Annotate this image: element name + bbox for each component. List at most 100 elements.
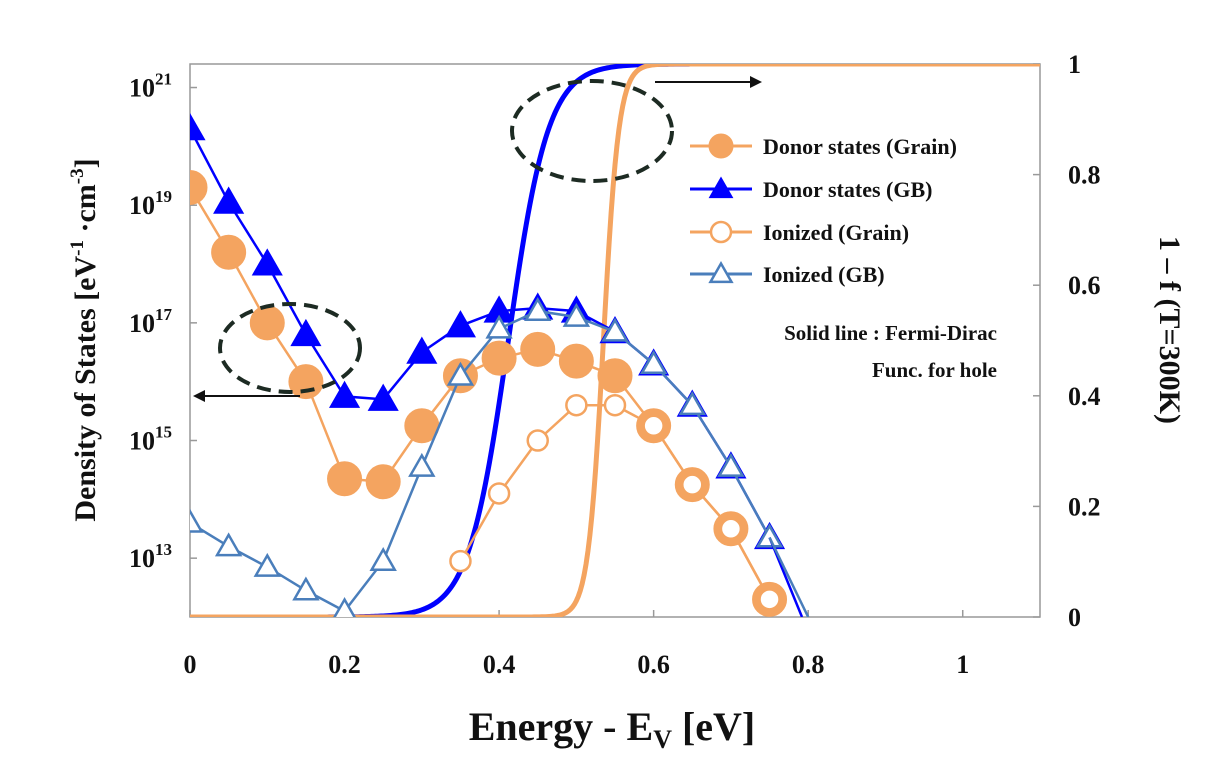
y2-tick-label-5: 1: [1068, 50, 1081, 79]
y-tick-label-3: 1015: [129, 423, 172, 456]
y-tick-base-0: 10: [129, 74, 155, 103]
series-3-point-8: [485, 314, 513, 339]
series-2-point-1: [487, 482, 511, 505]
y-tick-exp-0: 21: [155, 70, 172, 89]
y2-tick-label-0: 0: [1068, 603, 1081, 632]
series-3-point-14: [717, 452, 745, 477]
y-axis-right-title: 1 – f (T=300K): [1153, 236, 1186, 424]
x-axis: 0 0.2 0.4 0.6 0.8 1: [184, 610, 969, 679]
x-axis-title: Energy - EV [eV]: [469, 704, 756, 754]
y-tick-label-2: 1017: [129, 305, 173, 338]
legend-label-1: Donor states (GB): [763, 177, 932, 202]
x-axis-title-main: Energy - E: [469, 704, 653, 749]
series-3-point-11: [601, 317, 629, 342]
legend-label-2: Ionized (Grain): [763, 220, 909, 245]
y-title-post: ]: [69, 158, 102, 168]
series-1-point-0: [190, 113, 206, 141]
y-tick-base-2: 10: [129, 309, 155, 338]
y-title-mid: ·cm: [69, 184, 102, 240]
annotation-line2: Func. for hole: [872, 358, 997, 382]
legend-item-2: Ionized (Grain): [690, 220, 909, 245]
y-tick-exp-4: 13: [155, 540, 172, 559]
series-1-point-1: [213, 186, 245, 214]
legend-marker-3: [708, 260, 734, 284]
series-2-point-3: [565, 393, 588, 417]
legend-item-0: Donor states (Grain): [690, 133, 957, 159]
series-1-point-7: [444, 310, 477, 338]
series-3-point-15: [755, 523, 784, 548]
y2-tick-label-3: 0.6: [1068, 271, 1101, 300]
y-axis-left-title: Density of States [eV-1 ·cm-3]: [67, 158, 102, 521]
fermi-axis-ellipse: [510, 79, 674, 183]
x-tick-label-4: 0.8: [792, 650, 825, 679]
x-tick-label-1: 0.2: [328, 650, 361, 679]
series-2-point-6: [681, 473, 704, 496]
series-3-point-7: [446, 361, 475, 386]
series-0-point-0: [190, 170, 208, 206]
series-0-point-3: [288, 364, 324, 400]
y-title-pre: Density of States [eV: [69, 256, 102, 522]
x-tick-label-3: 0.6: [637, 650, 670, 679]
series-3-point-4: [333, 597, 356, 617]
series-2-point-0: [449, 549, 472, 573]
series-3-point-2: [253, 552, 281, 577]
series-1-point-5: [367, 383, 399, 411]
x-axis-title-sub: V: [653, 725, 672, 754]
series-2-point-8: [758, 588, 781, 611]
series-layer: [190, 113, 810, 617]
y-title-sup1: -1: [67, 240, 88, 256]
series-0-point-8: [481, 340, 517, 376]
series-3-point-6: [408, 452, 436, 477]
y-tick-base-4: 10: [129, 544, 155, 573]
x-axis-title-unit: [eV]: [672, 704, 755, 749]
ionized-gb-tail-line: [768, 537, 810, 617]
y-tick-label-0: 1021: [129, 70, 172, 103]
legend-label-3: Ionized (GB): [763, 262, 885, 287]
series-1-point-3: [290, 318, 322, 347]
legend-marker-2: [709, 220, 733, 244]
series-0-point-1: [211, 234, 247, 270]
series-3: [190, 297, 784, 617]
fermi-curves: [190, 64, 1040, 617]
series-2-point-5: [642, 414, 665, 438]
series-3-point-10: [562, 302, 591, 327]
y2-tick-label-2: 0.4: [1068, 382, 1101, 411]
series-1-point-4: [328, 380, 361, 408]
series-line-3: [190, 309, 771, 613]
series-2-point-4: [603, 393, 627, 417]
series-0-point-10: [558, 343, 594, 379]
legend-marker-1: [708, 176, 734, 199]
series-0-point-9: [520, 331, 556, 367]
series-1-point-6: [406, 336, 438, 364]
series-2-point-2: [526, 429, 549, 452]
y-axis-right: 0 0.2 0.4 0.6 0.8 1: [1033, 50, 1101, 632]
series-0-point-11: [597, 358, 633, 394]
series-3-point-0: [190, 508, 204, 533]
series-3-point-1: [214, 532, 243, 557]
legend: Donor states (Grain) Donor states (GB) Ion…: [690, 133, 957, 287]
series-0-point-2: [249, 305, 285, 341]
fermi-curve-1: [190, 64, 1040, 617]
y2-tick-label-1: 0.2: [1068, 492, 1101, 521]
y-tick-label-1: 1019: [129, 187, 172, 220]
x-tick-label-5: 1: [956, 650, 969, 679]
y2-tick-label-4: 0.8: [1068, 161, 1101, 190]
y-tick-exp-1: 19: [155, 187, 172, 206]
series-3-point-12: [639, 349, 668, 374]
series-3-point-5: [369, 547, 397, 572]
dos-axis-ellipse: [218, 302, 362, 394]
series-2: [449, 393, 781, 611]
y-tick-label-4: 1013: [129, 540, 172, 573]
y-tick-exp-3: 15: [155, 423, 172, 442]
series-3-point-9: [524, 297, 552, 321]
legend-item-3: Ionized (GB): [690, 260, 885, 287]
annotation-line1: Solid line : Fermi-Dirac: [784, 321, 997, 345]
legend-marker-0: [708, 133, 734, 159]
legend-item-1: Donor states (GB): [690, 176, 932, 202]
series-line-2: [459, 403, 771, 600]
series-3-point-13: [678, 391, 706, 416]
series-2-point-7: [719, 517, 743, 541]
y-tick-base-1: 10: [129, 191, 155, 220]
